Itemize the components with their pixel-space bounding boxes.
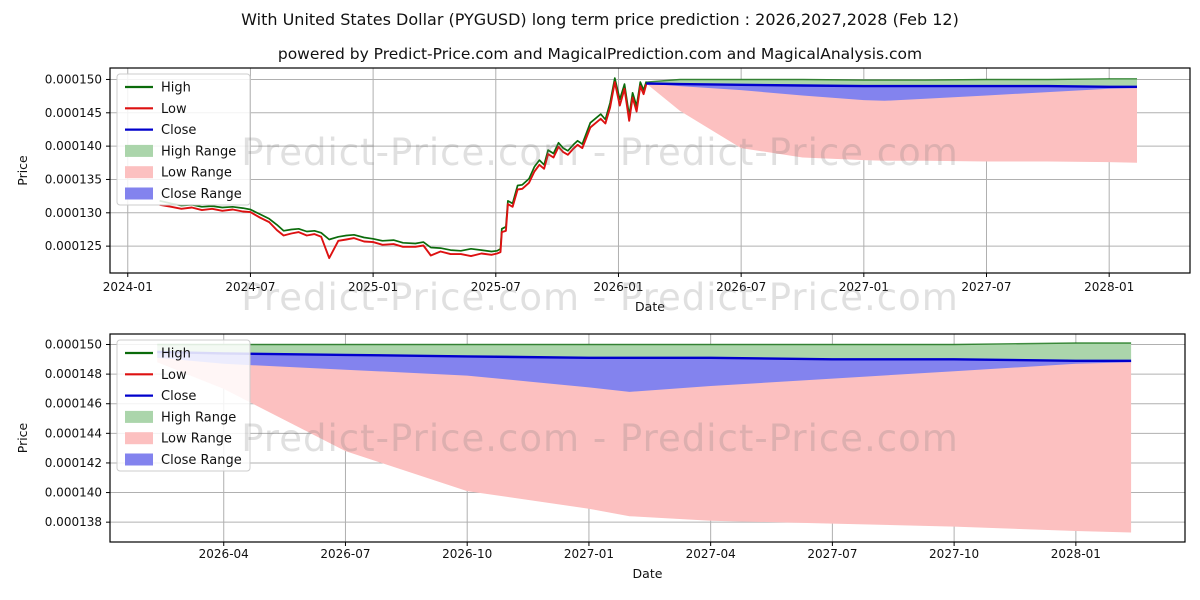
close-range-area	[157, 351, 1132, 392]
x-axis-label: Date	[633, 566, 663, 581]
y-tick-label: 0.000140	[45, 139, 102, 153]
close-line-forecast	[157, 350, 1132, 362]
close-range-area	[646, 83, 1137, 101]
y-tick-label: 0.000150	[45, 338, 102, 352]
legend-item-label: Low	[161, 368, 187, 383]
legend-item-label: Low	[161, 102, 187, 117]
x-tick-label: 2028-01	[1084, 280, 1134, 294]
legend-item-label: Close Range	[161, 187, 242, 202]
y-axis-label: Price	[15, 422, 30, 453]
high-line-history	[159, 77, 648, 253]
y-tick-label: 0.000130	[45, 206, 102, 220]
legend-item-label: High Range	[161, 410, 236, 425]
y-tick-label: 0.000144	[45, 426, 102, 440]
legend-item-label: High	[161, 347, 191, 362]
low-range-area	[646, 83, 1137, 163]
y-tick-label: 0.000125	[45, 239, 102, 253]
legend-item-label: High	[161, 81, 191, 96]
y-tick-label: 0.000148	[45, 367, 102, 381]
chart-title: With United States Dollar (PYGUSD) long …	[241, 10, 959, 29]
legend-item-label: Close	[161, 389, 196, 404]
y-tick-label: 0.000145	[45, 106, 102, 120]
x-tick-label: 2025-07	[471, 280, 521, 294]
close-line-forecast	[646, 82, 1137, 89]
y-tick-label: 0.000142	[45, 456, 102, 470]
x-tick-label: 2026-04	[199, 547, 249, 561]
y-tick-label: 0.000146	[45, 397, 102, 411]
x-tick-label: 2027-04	[686, 547, 736, 561]
x-tick-label: 2027-07	[807, 547, 857, 561]
x-tick-label: 2025-01	[348, 280, 398, 294]
x-tick-label: 2027-01	[564, 547, 614, 561]
plot-border	[109, 67, 1191, 274]
legend-swatch	[125, 144, 153, 157]
x-axis-label: Date	[635, 299, 665, 314]
legend-swatch	[125, 453, 153, 466]
x-tick-label: 2028-01	[1051, 547, 1101, 561]
x-tick-label: 2026-10	[442, 547, 492, 561]
y-tick-label: 0.000135	[45, 172, 102, 186]
legend-swatch	[125, 187, 153, 200]
legend-item-label: Low Range	[161, 166, 232, 181]
low-line-history	[159, 81, 648, 260]
y-tick-label: 0.000138	[45, 515, 102, 529]
x-tick-label: 2024-07	[225, 280, 275, 294]
legend-item-label: High Range	[161, 144, 236, 159]
legend-swatch	[125, 166, 153, 179]
x-tick-label: 2027-01	[839, 280, 889, 294]
x-tick-label: 2027-07	[961, 280, 1011, 294]
low-range-area	[157, 351, 1132, 533]
plot-border	[109, 333, 1186, 543]
y-tick-label: 0.000150	[45, 72, 102, 86]
legend-item-label: Close	[161, 123, 196, 138]
x-tick-label: 2024-01	[103, 280, 153, 294]
x-tick-label: 2026-07	[716, 280, 766, 294]
legend-swatch	[125, 410, 153, 423]
y-axis-label: Price	[15, 155, 30, 186]
y-tick-label: 0.000140	[45, 486, 102, 500]
high-line-forecast	[646, 78, 1137, 83]
x-tick-label: 2026-07	[320, 547, 370, 561]
legend-item-label: Low Range	[161, 432, 232, 447]
legend-swatch	[125, 432, 153, 445]
chart-subtitle: powered by Predict-Price.com and Magical…	[277, 45, 923, 63]
legend-item-label: Close Range	[161, 453, 242, 468]
high-range-area	[157, 343, 1132, 361]
x-tick-label: 2027-10	[929, 547, 979, 561]
high-line-forecast	[157, 342, 1132, 346]
x-tick-label: 2026-01	[593, 280, 643, 294]
